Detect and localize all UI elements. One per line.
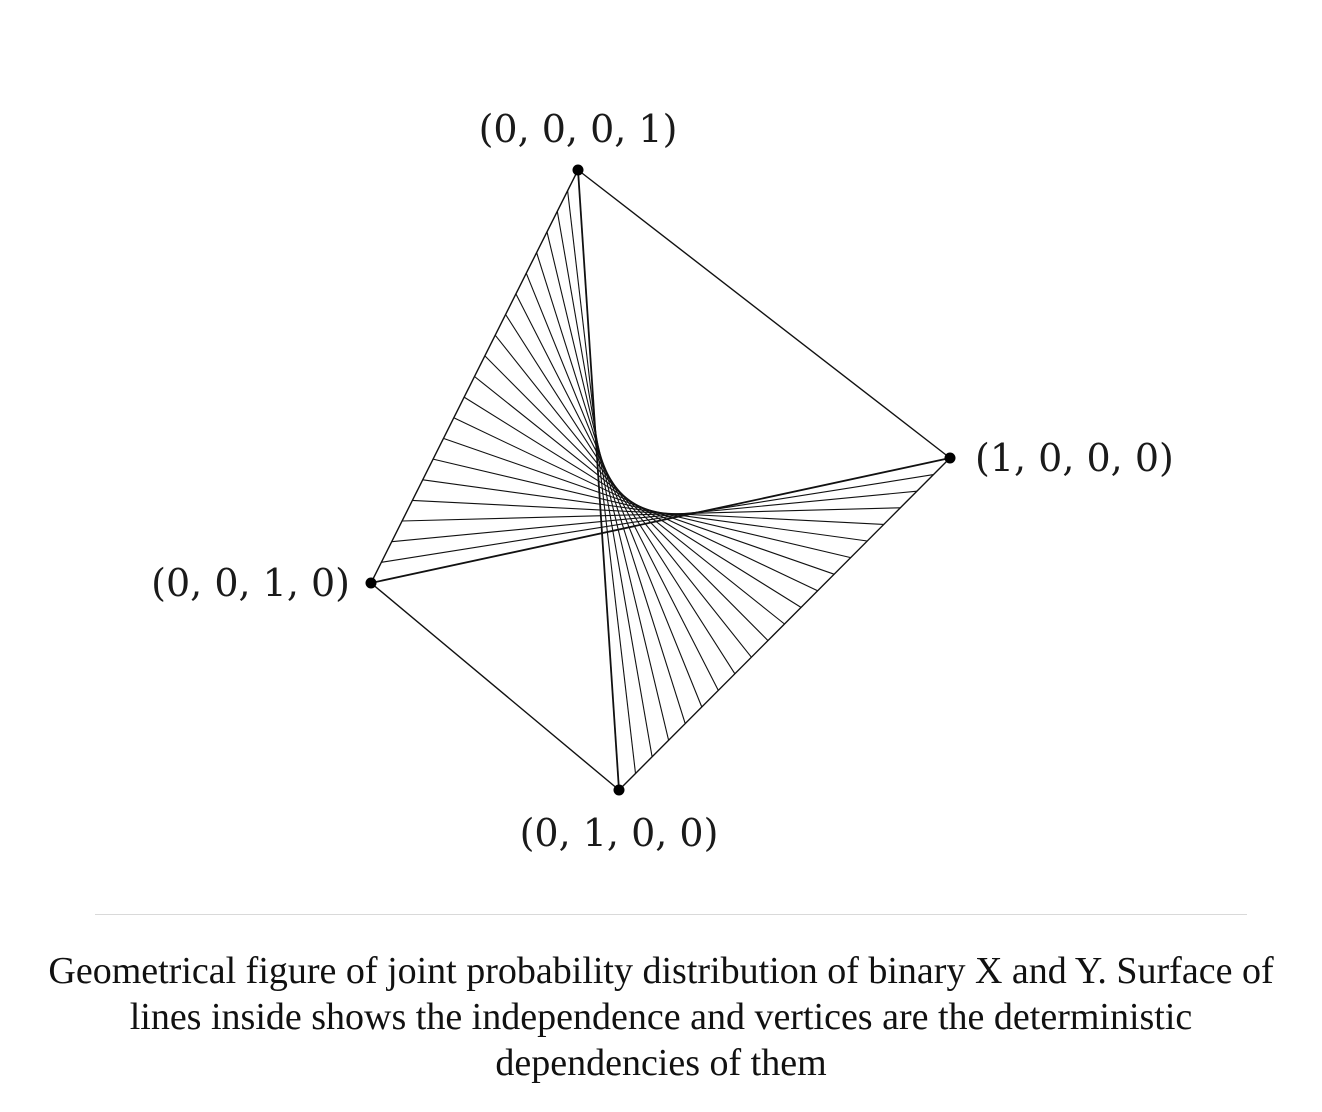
edge-top-left (370, 169, 579, 584)
vertex-points (365, 164, 956, 796)
surface-line (443, 437, 835, 575)
vertex-label-left: (0, 0, 1, 0) (151, 561, 350, 605)
surface-line (546, 231, 670, 741)
surface-line (370, 457, 951, 584)
surface-line (556, 211, 653, 757)
surface-line (453, 417, 818, 592)
vertex-label-top: (0, 0, 0, 1) (479, 107, 678, 151)
edge-right-bottom (618, 457, 951, 791)
edge-left-bottom (370, 582, 620, 791)
surface-line (402, 507, 901, 522)
tetrahedron-diagram: (0, 0, 0, 1) (1, 0, 0, 0) (0, 0, 1, 0) (… (151, 107, 1174, 855)
surface-line (381, 474, 934, 563)
surface-line (432, 458, 851, 559)
vertex-point-bottom (613, 784, 625, 796)
figure-caption: Geometrical figure of joint probability … (48, 950, 1274, 1084)
vertex-point-top (572, 164, 584, 176)
surface-line (412, 499, 884, 525)
vertex-label-bottom: (0, 1, 0, 0) (520, 811, 719, 855)
surface-line (391, 490, 917, 543)
surface-line (577, 169, 620, 791)
edge-top-right (577, 169, 951, 459)
caption-divider (95, 914, 1247, 915)
tetrahedron-edges (370, 169, 951, 791)
independence-surface-lines (370, 169, 951, 791)
vertex-label-right: (1, 0, 0, 0) (975, 436, 1174, 480)
surface-line (567, 190, 637, 774)
vertex-point-right (944, 452, 956, 464)
vertex-point-left (365, 577, 377, 589)
surface-line (422, 479, 868, 542)
